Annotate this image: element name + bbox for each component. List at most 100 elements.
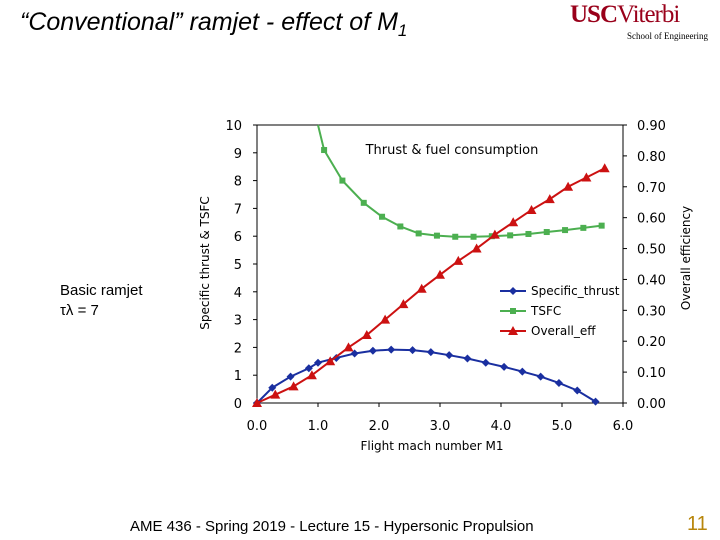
legend-label-overall-eff: Overall_eff <box>531 324 596 338</box>
legend-marker-tsfc <box>510 308 516 314</box>
data-point-tsfc <box>580 224 587 231</box>
x-tick-label: 4.0 <box>491 419 512 434</box>
data-point-tsfc <box>433 232 440 239</box>
x-tick-label: 3.0 <box>430 419 451 434</box>
y-axis-label-left: Specific thrust & TSFC <box>198 196 212 330</box>
series-line-tsfc <box>317 124 602 238</box>
y-left-tick-label: 9 <box>234 147 242 162</box>
series-overall-eff <box>252 163 610 407</box>
side-note: Basic ramjet τλ = 7 <box>60 281 143 321</box>
data-point-overall-eff <box>526 204 537 214</box>
y-left-tick-label: 10 <box>225 119 242 134</box>
data-point-specific-thrust <box>387 345 396 354</box>
data-point-specific-thrust <box>481 358 490 367</box>
y-right-tick-label: 0.30 <box>637 304 666 319</box>
data-point-specific-thrust <box>463 354 472 363</box>
y-left-tick-label: 8 <box>234 175 242 190</box>
data-point-tsfc <box>452 233 459 240</box>
page-number: 11 <box>687 513 708 535</box>
data-point-overall-eff <box>288 381 299 391</box>
x-tick-label: 2.0 <box>369 419 390 434</box>
data-point-tsfc <box>598 222 605 229</box>
data-point-tsfc <box>543 229 550 236</box>
data-point-tsfc <box>360 199 367 206</box>
logo-school-text: School of Engineering <box>627 31 708 41</box>
legend-marker-specific-thrust <box>509 287 517 295</box>
data-point-overall-eff <box>489 229 500 239</box>
data-point-tsfc <box>507 232 514 239</box>
data-point-tsfc <box>339 177 346 184</box>
logo-viterbi-text: Viterbi <box>617 1 680 28</box>
data-point-specific-thrust <box>445 351 454 360</box>
slide-title: “Conventional” ramjet - effect of M1 <box>20 8 407 41</box>
data-point-overall-eff <box>544 194 555 204</box>
data-point-overall-eff <box>380 314 391 324</box>
y-left-tick-label: 0 <box>234 397 242 412</box>
data-point-overall-eff <box>471 243 482 253</box>
x-tick-label: 5.0 <box>552 419 573 434</box>
y-left-tick-label: 7 <box>234 202 242 217</box>
legend: Specific_thrust TSFC Overall_eff <box>500 284 620 338</box>
data-point-specific-thrust <box>426 348 435 357</box>
y-right-tick-label: 0.80 <box>637 150 666 165</box>
data-point-overall-eff <box>270 389 281 399</box>
data-point-overall-eff <box>453 255 464 265</box>
y-right-tick-label: 0.70 <box>637 181 666 196</box>
series-line-specific-thrust <box>256 348 597 404</box>
y-left-tick-label: 6 <box>234 230 242 245</box>
y-left-tick-label: 4 <box>234 286 242 301</box>
slide-title-subscript: 1 <box>397 21 408 40</box>
data-point-overall-eff <box>325 356 336 366</box>
data-point-specific-thrust <box>304 364 313 373</box>
data-point-specific-thrust <box>500 362 509 371</box>
data-point-overall-eff <box>508 217 519 227</box>
y-axis-label-right: Overall efficiency <box>679 206 693 310</box>
data-point-overall-eff <box>599 163 610 173</box>
y-left-tick-label: 3 <box>234 314 242 329</box>
y-left-tick-label: 2 <box>234 341 242 356</box>
data-point-tsfc <box>415 230 422 237</box>
y-right-tick-label: 0.60 <box>637 212 666 227</box>
side-note-line2: τλ = 7 <box>60 302 99 319</box>
data-point-specific-thrust <box>314 358 322 367</box>
x-axis-label: Flight mach number M1 <box>360 439 503 453</box>
logo-usc-text: USC <box>570 1 618 28</box>
data-point-overall-eff <box>306 370 317 380</box>
data-point-specific-thrust <box>368 346 377 355</box>
x-tick-label: 0.0 <box>247 419 268 434</box>
data-point-overall-eff <box>343 342 354 352</box>
side-note-line1: Basic ramjet <box>60 282 143 299</box>
legend-label-specific-thrust: Specific_thrust <box>531 284 620 298</box>
data-point-overall-eff <box>435 269 445 279</box>
data-point-specific-thrust <box>554 378 563 387</box>
y-left-tick-label: 1 <box>234 369 242 384</box>
data-point-overall-eff <box>398 299 409 309</box>
data-point-tsfc <box>321 147 328 154</box>
data-point-overall-eff <box>563 181 574 191</box>
series-layer <box>252 124 610 407</box>
tick-labels: 0.0 1.0 2.0 3.0 4.0 5.0 6.0 0 1 2 3 4 5 6 7 8 9 10 0.00 0.1… <box>225 119 666 434</box>
data-point-specific-thrust <box>350 349 359 358</box>
data-point-overall-eff <box>361 330 372 340</box>
data-point-tsfc <box>397 223 404 230</box>
plot-area-frame <box>256 124 624 404</box>
legend-marker-overall-eff <box>508 326 518 335</box>
data-point-specific-thrust <box>518 367 527 376</box>
data-point-overall-eff <box>416 283 427 293</box>
slide-title-main: “Conventional” ramjet - effect of M <box>20 8 398 36</box>
data-point-specific-thrust <box>591 397 600 406</box>
data-point-overall-eff <box>252 398 262 407</box>
usc-viterbi-logo: USCViterbi School of Engineering <box>570 2 710 46</box>
slide-footer: AME 436 - Spring 2019 - Lecture 15 - Hyp… <box>130 518 534 535</box>
data-point-specific-thrust <box>536 372 545 381</box>
data-point-specific-thrust <box>286 372 295 381</box>
x-tick-label: 1.0 <box>308 419 329 434</box>
y-left-tick-label: 5 <box>234 258 242 273</box>
y-right-tick-label: 0.90 <box>637 119 666 134</box>
y-right-tick-label: 0.50 <box>637 243 666 258</box>
data-point-tsfc <box>470 233 477 240</box>
y-right-tick-label: 0.00 <box>637 397 666 412</box>
series-specific-thrust <box>253 345 600 407</box>
data-point-specific-thrust <box>408 346 417 355</box>
